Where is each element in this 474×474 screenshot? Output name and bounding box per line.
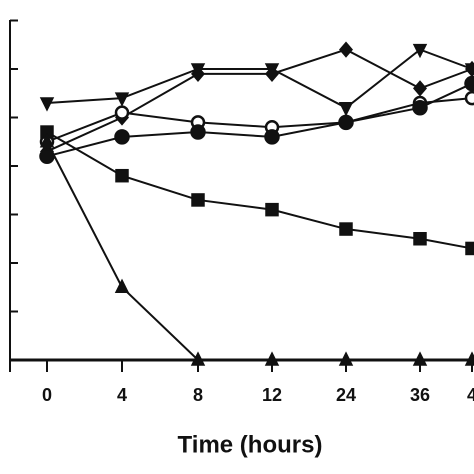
marker	[114, 92, 130, 107]
marker	[39, 97, 55, 112]
marker	[265, 202, 279, 217]
marker	[413, 80, 427, 97]
x-tick-label: 36	[410, 385, 430, 405]
marker	[190, 351, 206, 366]
marker	[191, 193, 205, 207]
x-tick-label: 8	[193, 385, 203, 405]
marker	[338, 102, 354, 117]
marker	[114, 278, 130, 293]
x-tick-label: 24	[336, 385, 356, 405]
marker	[115, 168, 129, 183]
marker	[191, 65, 205, 83]
series-line	[46, 48, 473, 109]
series-line	[46, 141, 472, 361]
x-tick-label: 4	[467, 385, 474, 405]
marker	[339, 222, 353, 236]
marker	[114, 105, 130, 120]
marker	[264, 129, 280, 145]
marker	[338, 114, 354, 131]
marker	[412, 351, 428, 366]
marker	[464, 75, 474, 92]
marker	[412, 100, 428, 116]
series-line	[46, 82, 473, 158]
marker	[114, 129, 130, 145]
x-axis-title: Time (hours)	[178, 431, 323, 458]
x-tick-label: 0	[42, 385, 52, 405]
marker	[338, 351, 354, 366]
marker	[464, 351, 474, 366]
marker	[265, 65, 279, 83]
x-tick-label: 4	[117, 385, 127, 405]
x-tick-label: 12	[262, 385, 282, 405]
marker	[413, 232, 427, 246]
marker	[264, 351, 280, 366]
marker	[464, 90, 474, 106]
marker	[412, 43, 428, 59]
marker	[339, 41, 353, 58]
marker	[39, 133, 55, 148]
marker	[465, 241, 474, 256]
marker	[190, 124, 206, 140]
series-line	[46, 131, 473, 250]
